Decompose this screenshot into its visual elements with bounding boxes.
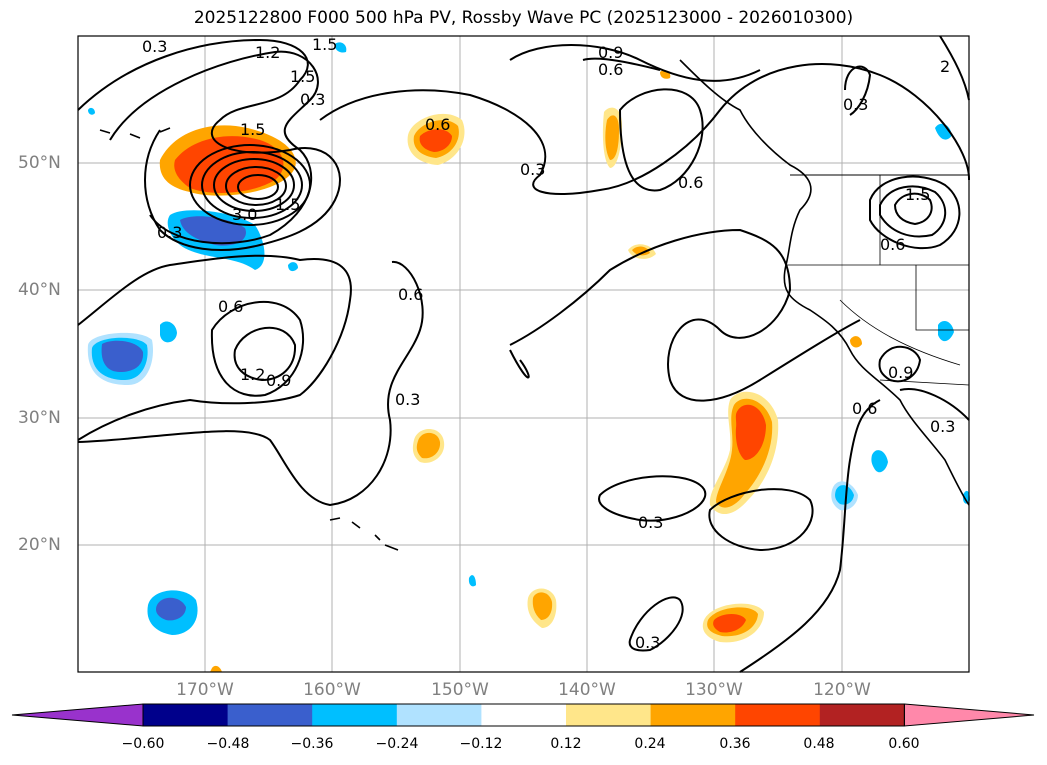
contour-label: 0.3 xyxy=(520,160,545,179)
colorbar-tick: 0.36 xyxy=(719,736,751,752)
contour-label: 0.9 xyxy=(266,371,291,390)
colorbar-tick: 0.60 xyxy=(888,736,920,752)
contour-label: 1.5 xyxy=(275,195,300,214)
contour-label: 1.5 xyxy=(240,120,265,139)
colorbar-segment xyxy=(650,704,736,726)
contour-label: 0.9 xyxy=(598,43,623,62)
lat-label-30n: 30°N xyxy=(18,408,61,428)
contour-labels: 0.3 1.2 1.5 1.5 1.5 3.0 1.5 0.3 0.6 0.6 … xyxy=(142,35,955,652)
pv-contours xyxy=(77,35,971,673)
contour-label: 0.6 xyxy=(598,60,623,79)
colorbar-tick: 0.12 xyxy=(550,736,582,752)
colorbar-tick: −0.36 xyxy=(290,736,334,752)
colorbar-segments xyxy=(11,703,1035,727)
colorbar xyxy=(11,703,1035,727)
colorbar-extend-min xyxy=(11,703,144,727)
contour-label: 0.3 xyxy=(142,37,167,56)
contour-label: 0.6 xyxy=(398,285,423,304)
colorbar-segment xyxy=(396,704,482,726)
lat-label-50n: 50°N xyxy=(18,153,61,173)
contour-label: 0.3 xyxy=(157,223,182,242)
colorbar-segment xyxy=(227,704,313,726)
colorbar-segment xyxy=(735,704,821,726)
contour-label: 0.3 xyxy=(843,95,868,114)
contour-label: 1.5 xyxy=(905,185,930,204)
colorbar-extend-max xyxy=(903,703,1035,727)
contour-label: 0.3 xyxy=(635,633,660,652)
contour-label: 0.3 xyxy=(395,390,420,409)
contour-label: 0.3 xyxy=(638,513,663,532)
lon-label-140w: 140°W xyxy=(558,680,616,700)
contour-label: 0.3 xyxy=(300,90,325,109)
colorbar-segment xyxy=(312,704,398,726)
contour-label: 0.6 xyxy=(678,173,703,192)
map-title: 2025122800 F000 500 hPa PV, Rossby Wave … xyxy=(193,8,854,28)
lat-label-40n: 40°N xyxy=(18,280,61,300)
lon-label-150w: 150°W xyxy=(431,680,489,700)
colorbar-segment xyxy=(566,704,652,726)
contour-label: 0.6 xyxy=(218,297,243,316)
lon-label-130w: 130°W xyxy=(685,680,743,700)
contour-label: 1.5 xyxy=(312,35,337,54)
contour-label: 0.3 xyxy=(930,417,955,436)
contour-label: 0.6 xyxy=(425,115,450,134)
contour-label: 1.5 xyxy=(290,67,315,86)
contour-label: 1.2 xyxy=(240,365,265,384)
lon-label-160w: 160°W xyxy=(303,680,361,700)
colorbar-tick: 0.48 xyxy=(803,736,835,752)
contour-label: 3.0 xyxy=(232,205,257,224)
colorbar-tick: −0.24 xyxy=(375,736,419,752)
contour-label: 0.6 xyxy=(852,399,877,418)
contour-label: 1.2 xyxy=(255,43,280,62)
lat-label-20n: 20°N xyxy=(18,535,61,555)
colorbar-border xyxy=(142,703,905,727)
contour-label: 2 xyxy=(940,57,950,76)
lon-label-170w: 170°W xyxy=(176,680,234,700)
gridlines xyxy=(78,36,969,672)
contour-label: 0.6 xyxy=(880,235,905,254)
map-frame xyxy=(77,35,970,673)
colorbar-segment xyxy=(481,704,567,726)
colorbar-segment xyxy=(819,704,905,726)
coastlines xyxy=(99,59,970,551)
colorbar-segment xyxy=(143,704,229,726)
lon-label-120w: 120°W xyxy=(813,680,871,700)
colorbar-tick: −0.60 xyxy=(121,736,165,752)
contour-label: 0.9 xyxy=(888,363,913,382)
colorbar-tick: −0.48 xyxy=(206,736,250,752)
colorbar-tick: 0.24 xyxy=(634,736,666,752)
colorbar-tick: −0.12 xyxy=(459,736,503,752)
map-canvas: 0.3 1.2 1.5 1.5 1.5 3.0 1.5 0.3 0.6 0.6 … xyxy=(77,35,971,673)
